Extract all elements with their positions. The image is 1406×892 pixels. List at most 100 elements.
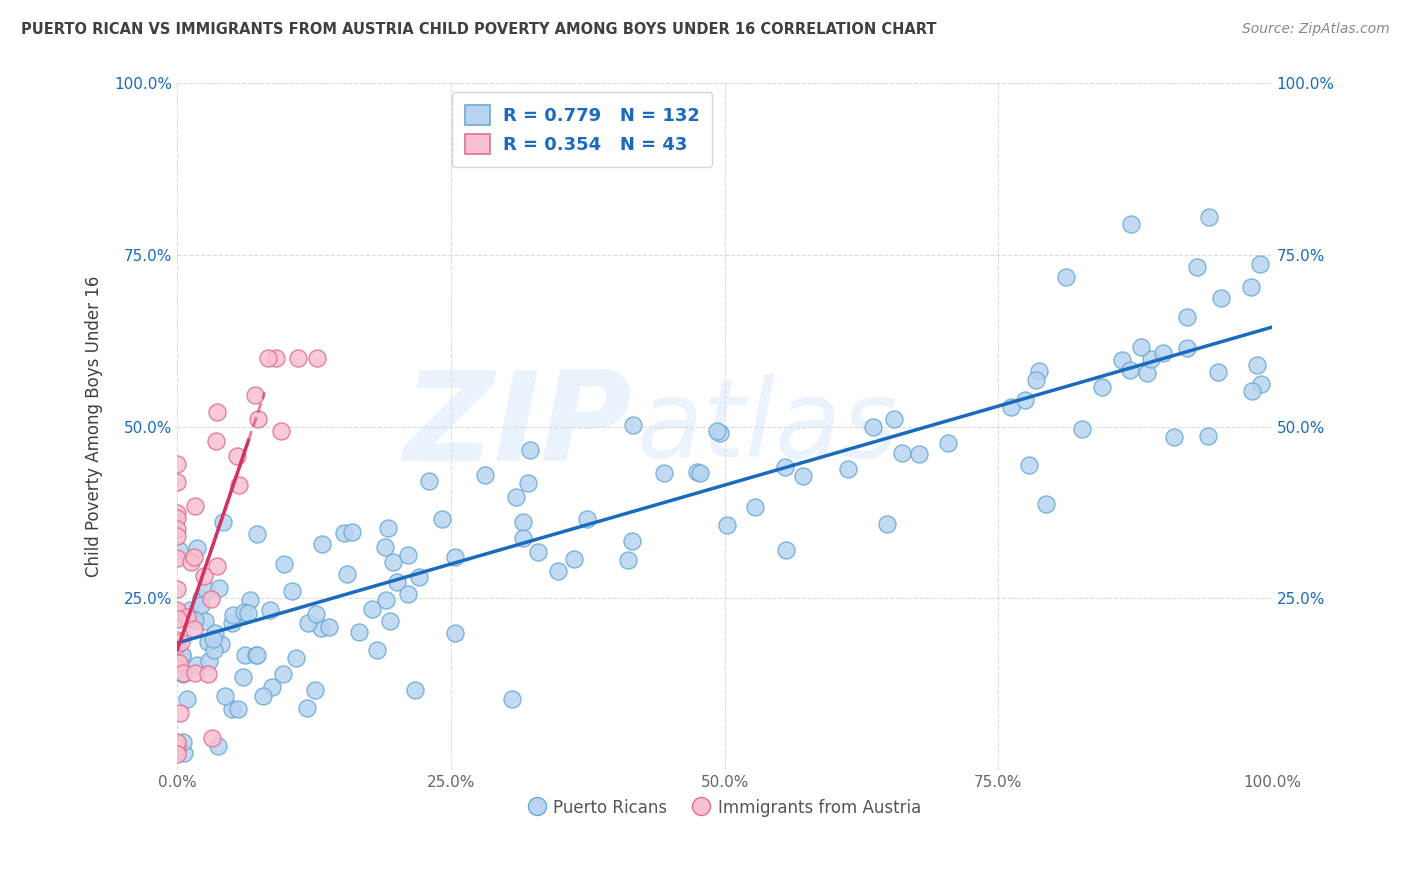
Point <box>297 616 319 631</box>
Point <box>686 465 709 479</box>
Legend: Puerto Ricans, Immigrants from Austria: Puerto Ricans, Immigrants from Austria <box>522 792 928 823</box>
Point <box>792 469 814 483</box>
Point <box>246 527 269 541</box>
Point <box>257 351 280 365</box>
Point <box>197 666 219 681</box>
Point <box>285 650 308 665</box>
Point <box>232 670 254 684</box>
Point <box>201 731 224 746</box>
Point <box>193 568 215 582</box>
Point <box>377 521 399 535</box>
Point <box>1119 217 1142 231</box>
Point <box>166 529 188 543</box>
Point <box>1014 392 1036 407</box>
Point <box>366 642 388 657</box>
Point <box>512 515 534 529</box>
Point <box>226 701 249 715</box>
Point <box>336 567 359 582</box>
Point <box>505 491 527 505</box>
Point <box>208 581 231 595</box>
Point <box>166 605 188 619</box>
Point <box>247 412 270 426</box>
Point <box>209 637 232 651</box>
Point <box>271 667 294 681</box>
Point <box>516 476 538 491</box>
Point <box>207 739 229 753</box>
Point <box>233 648 256 663</box>
Point <box>173 746 195 760</box>
Point <box>621 418 644 433</box>
Y-axis label: Child Poverty Among Boys Under 16: Child Poverty Among Boys Under 16 <box>86 276 103 577</box>
Point <box>349 625 371 640</box>
Point <box>166 661 188 675</box>
Point <box>194 582 217 597</box>
Point <box>360 602 382 616</box>
Point <box>309 622 332 636</box>
Point <box>228 478 250 492</box>
Point <box>378 614 401 628</box>
Point <box>775 542 797 557</box>
Point <box>1130 340 1153 354</box>
Point <box>295 701 318 715</box>
Point <box>166 747 188 762</box>
Point <box>340 525 363 540</box>
Point <box>1119 363 1142 377</box>
Point <box>166 638 188 652</box>
Point <box>167 657 190 671</box>
Point <box>264 351 287 365</box>
Point <box>773 460 796 475</box>
Point <box>1111 353 1133 368</box>
Point <box>167 612 190 626</box>
Text: Source: ZipAtlas.com: Source: ZipAtlas.com <box>1241 22 1389 37</box>
Point <box>1175 341 1198 355</box>
Point <box>1250 376 1272 391</box>
Point <box>225 449 247 463</box>
Point <box>167 543 190 558</box>
Point <box>396 548 419 562</box>
Point <box>1035 497 1057 511</box>
Point <box>575 512 598 526</box>
Point <box>1028 364 1050 378</box>
Point <box>270 424 292 438</box>
Point <box>176 692 198 706</box>
Point <box>396 587 419 601</box>
Point <box>744 500 766 515</box>
Point <box>184 499 207 513</box>
Point <box>179 603 201 617</box>
Point <box>190 591 212 606</box>
Point <box>891 446 914 460</box>
Point <box>652 466 675 480</box>
Point <box>166 632 188 647</box>
Point <box>166 506 188 520</box>
Point <box>876 516 898 531</box>
Point <box>166 457 188 471</box>
Point <box>221 702 243 716</box>
Point <box>1070 422 1092 436</box>
Point <box>562 551 585 566</box>
Point <box>527 545 550 559</box>
Point <box>172 665 194 680</box>
Text: ZIP: ZIP <box>402 367 631 487</box>
Point <box>474 467 496 482</box>
Point <box>706 424 728 438</box>
Point <box>620 534 643 549</box>
Text: PUERTO RICAN VS IMMIGRANTS FROM AUSTRIA CHILD POVERTY AMONG BOYS UNDER 16 CORREL: PUERTO RICAN VS IMMIGRANTS FROM AUSTRIA … <box>21 22 936 37</box>
Point <box>245 387 267 401</box>
Point <box>180 556 202 570</box>
Point <box>252 689 274 703</box>
Point <box>1198 211 1220 225</box>
Point <box>716 518 738 533</box>
Point <box>381 555 404 569</box>
Point <box>1240 384 1263 398</box>
Point <box>198 654 221 668</box>
Point <box>1136 366 1159 380</box>
Point <box>1211 291 1233 305</box>
Point <box>201 632 224 647</box>
Point <box>1018 458 1040 473</box>
Point <box>318 620 340 634</box>
Point <box>311 537 333 551</box>
Point <box>202 642 225 657</box>
Point <box>186 657 208 672</box>
Point <box>519 442 541 457</box>
Point <box>332 526 354 541</box>
